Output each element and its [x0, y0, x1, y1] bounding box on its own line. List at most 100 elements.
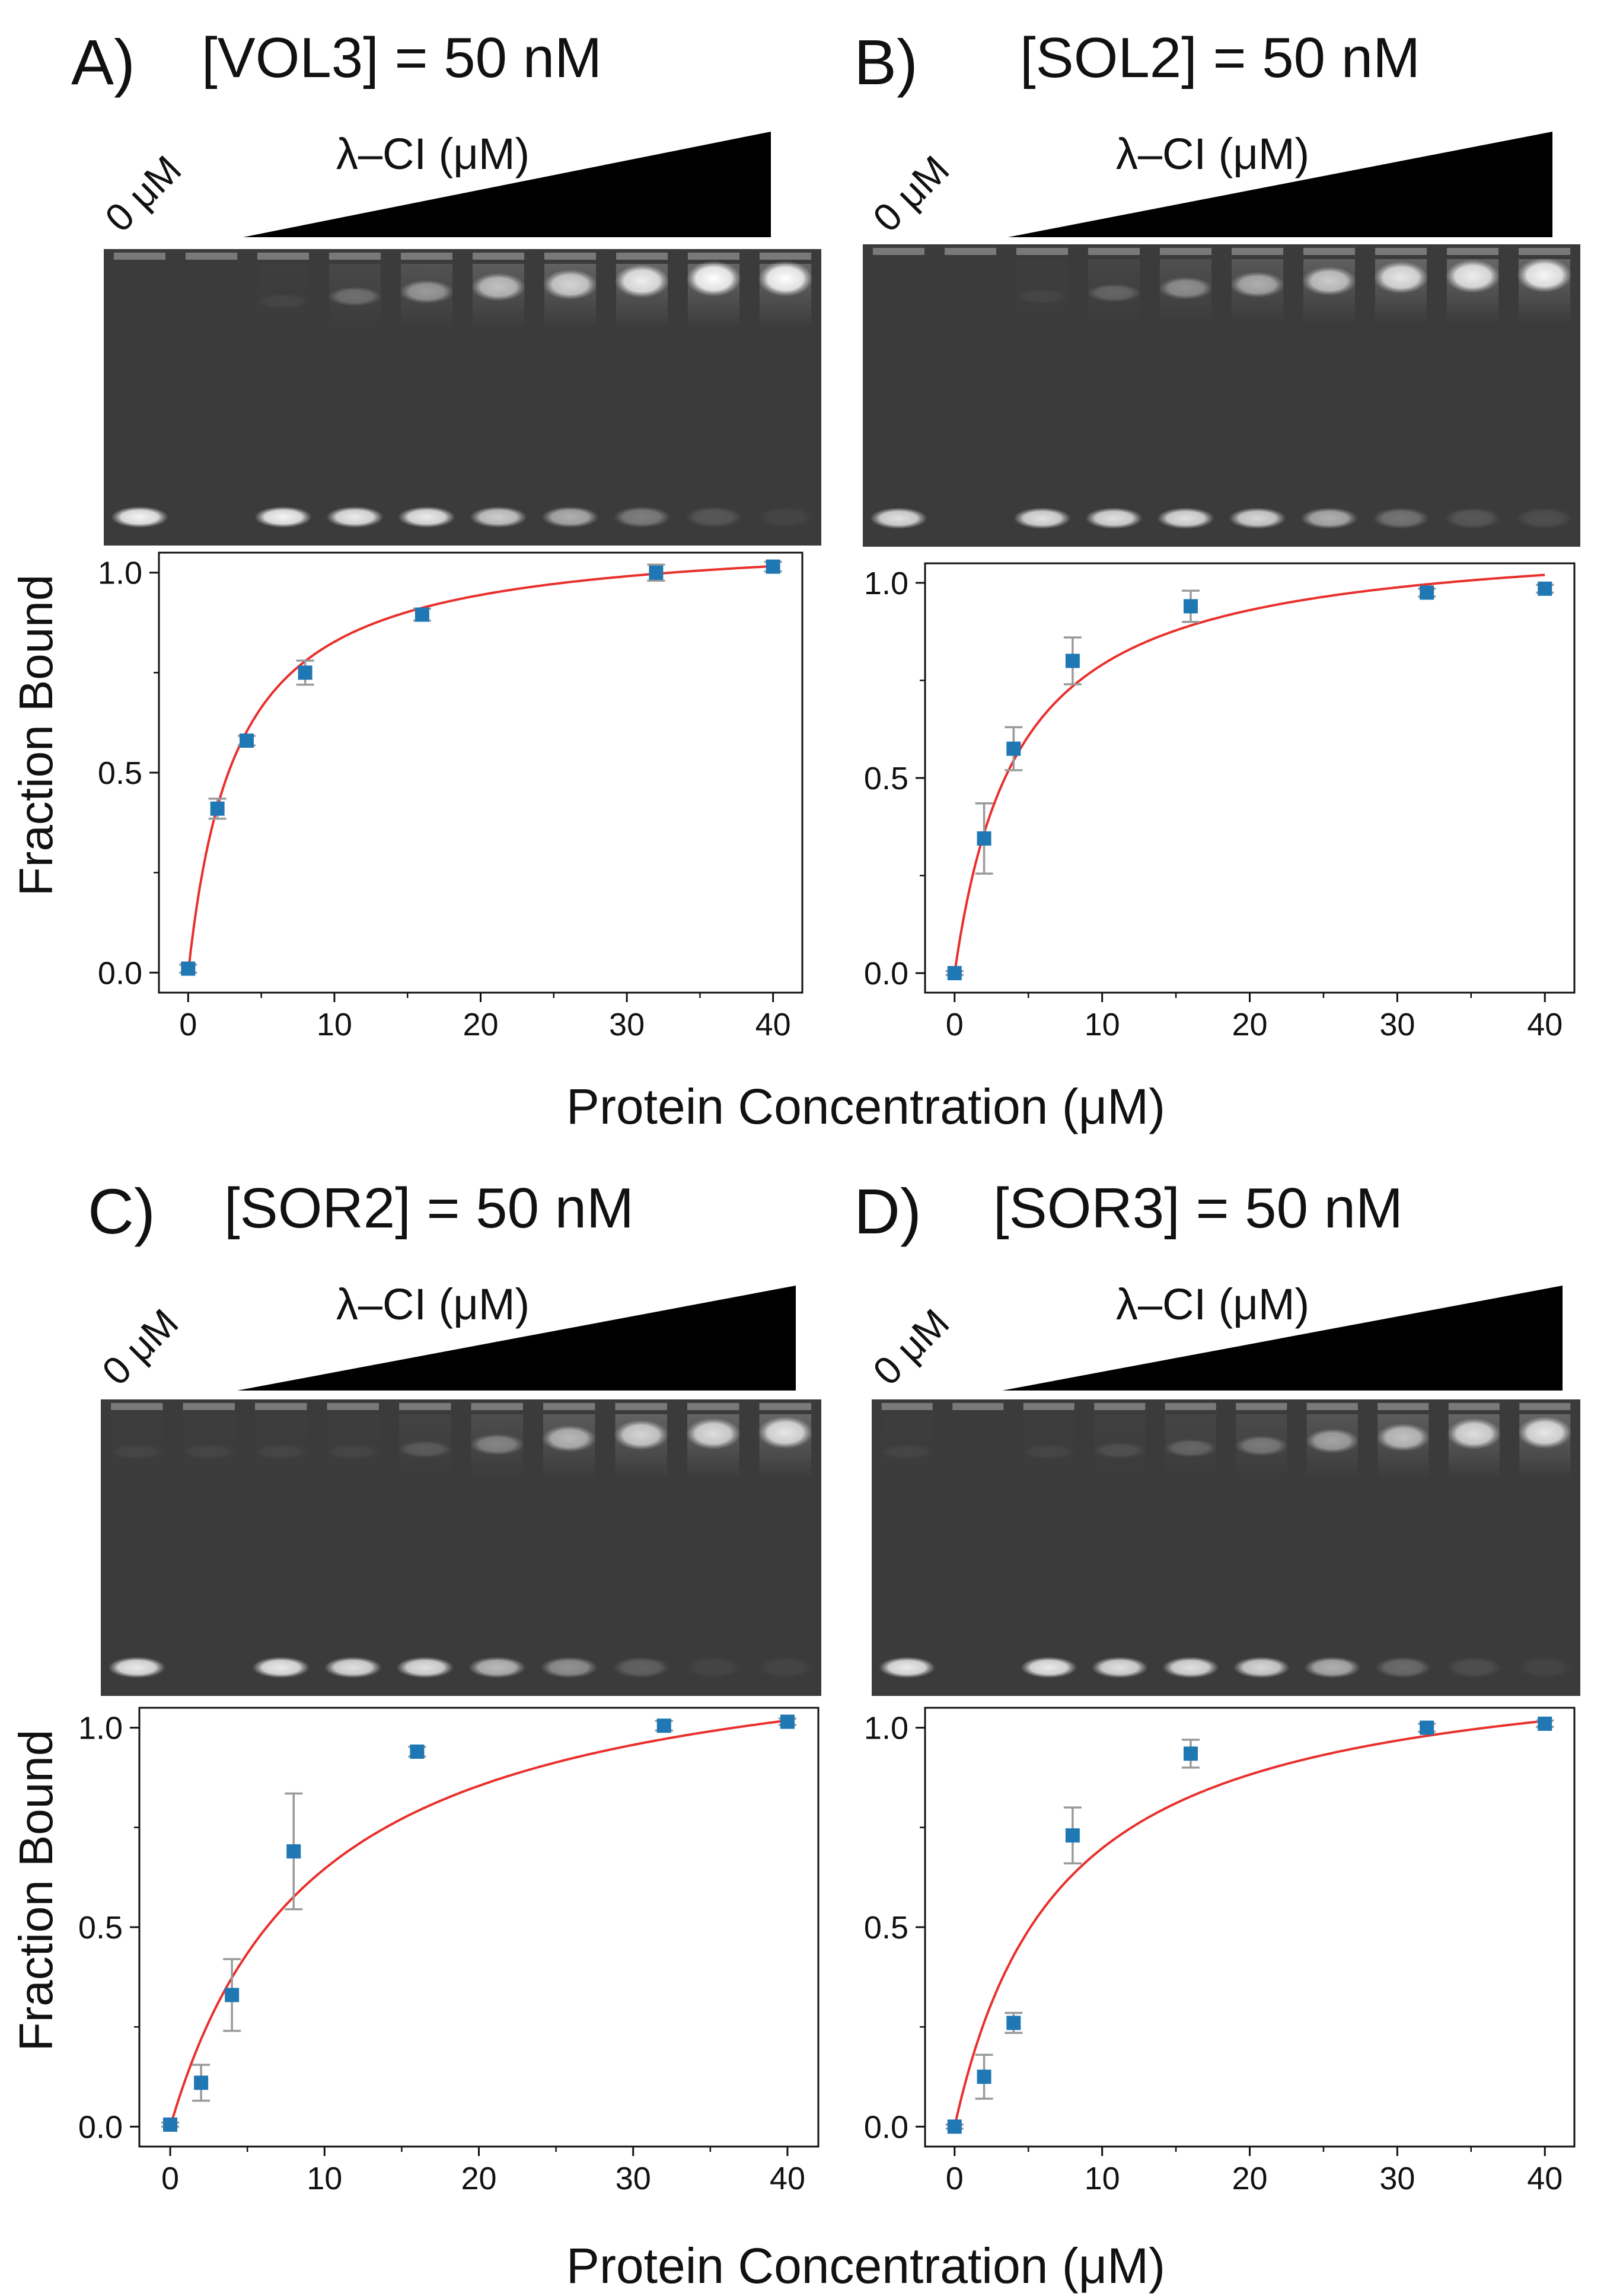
gel-bound-band: [1092, 1442, 1147, 1459]
gel-bound-band: [758, 261, 813, 296]
gel-free-band: [398, 506, 455, 528]
panel-c-letter: C): [88, 1175, 155, 1247]
data-point: [1065, 653, 1080, 668]
gel-well: [255, 1403, 307, 1410]
x-tick-label: 10: [1085, 1007, 1120, 1042]
x-tick-label: 30: [1379, 2161, 1415, 2196]
gel-bound-band: [614, 1420, 669, 1450]
gel-bound-band: [1373, 261, 1429, 294]
gel-bound-band: [397, 1440, 452, 1458]
gel-bound-band: [686, 261, 741, 296]
data-point: [1183, 599, 1198, 614]
data-point: [298, 665, 313, 680]
data-point: [286, 1844, 301, 1859]
gel-bound-band: [1305, 1428, 1360, 1453]
gel-bound-band: [1517, 257, 1572, 293]
x-tick-label: 30: [609, 1007, 645, 1042]
gel-zero-label: 0 μM: [865, 1300, 958, 1393]
plot-frame: [924, 1707, 1576, 2148]
gel-zero-label: 0 μM: [94, 1300, 187, 1393]
y-tick-label: 1.0: [98, 556, 142, 591]
panel-b-title: [SOL2] = 50 nM: [1020, 26, 1420, 90]
y-tick-label: 0.5: [98, 755, 142, 791]
gel-free-band: [108, 1657, 166, 1678]
data-point: [1183, 1746, 1198, 1761]
data-point: [1420, 585, 1434, 600]
gel-well: [759, 1403, 811, 1410]
gel-free-band: [1013, 508, 1071, 529]
gel-well: [329, 253, 381, 260]
y-tick-label: 0.0: [864, 2109, 908, 2145]
gel-well: [1231, 248, 1284, 255]
fit-curve: [169, 1719, 788, 2127]
data-point: [780, 1714, 795, 1729]
gel-well: [472, 253, 525, 260]
data-point: [1538, 581, 1552, 596]
y-axis-label-bottom: Fraction Bound: [9, 1730, 62, 2052]
y-tick-label: 1.0: [864, 1711, 908, 1746]
panel-b-letter: B): [854, 26, 918, 98]
gel-bound-band: [880, 1444, 935, 1459]
x-tick-label: 10: [307, 2161, 342, 2196]
gel-bound-band: [1234, 1435, 1289, 1456]
gel-free-band: [1516, 1657, 1574, 1678]
gel-well: [1518, 248, 1571, 255]
panel-c-title: [SOR2] = 50 nM: [224, 1176, 634, 1240]
gel-ramp-label: λ–CI (μM): [336, 129, 530, 178]
gel-free-band: [1375, 1657, 1432, 1678]
x-tick-label: 20: [1232, 1007, 1267, 1042]
gel-well: [1378, 1403, 1429, 1410]
gel-free-band: [396, 1657, 454, 1678]
x-tick-label: 30: [1379, 1007, 1415, 1042]
x-tick-label: 40: [770, 2161, 805, 2196]
gel-bound-band: [256, 294, 311, 309]
x-tick-label: 10: [1085, 2161, 1120, 2196]
panel-c: C) [SOR2] = 50 nM 0 μM λ–CI (μM) 0.0 0.5…: [78, 1175, 821, 2196]
data-point: [649, 565, 664, 580]
gel-bound-band: [1163, 1439, 1218, 1458]
gel-free-band: [613, 506, 671, 528]
gel-well: [952, 1403, 1004, 1410]
gel-well: [544, 253, 597, 260]
x-axis-label-top: Protein Concentration (μM): [566, 1079, 1165, 1134]
gel-well: [1094, 1403, 1146, 1410]
gel-well: [185, 253, 238, 260]
gel-well: [759, 253, 812, 260]
x-tick-label: 10: [317, 1007, 352, 1042]
gel-well: [1159, 248, 1212, 255]
gel-free-band: [684, 1657, 742, 1678]
data-point: [194, 2075, 209, 2090]
gel-free-band: [878, 1657, 936, 1678]
gel-well: [257, 253, 310, 260]
concentration-ramp: [1002, 1286, 1563, 1391]
gel-image: [863, 244, 1580, 547]
gel-well: [615, 1403, 667, 1410]
gel-well: [1236, 1403, 1287, 1410]
y-tick-label: 0.0: [98, 955, 142, 991]
data-point: [1538, 1716, 1552, 1731]
gel-bound-band: [253, 1444, 308, 1459]
data-point: [977, 831, 991, 846]
gel-bound-band: [1230, 272, 1285, 298]
gel-bound-band: [1015, 289, 1070, 304]
gel-free-band: [1229, 508, 1286, 529]
gel-free-band: [685, 506, 742, 528]
fit-curve: [953, 1720, 1545, 2127]
plot-frame: [158, 551, 804, 994]
y-tick-label: 0.5: [864, 1910, 908, 1946]
gel-well: [1303, 248, 1356, 255]
x-tick-label: 20: [463, 1007, 498, 1042]
gel-free-band: [1157, 508, 1214, 529]
gel-image: [104, 249, 821, 546]
gel-free-band: [468, 1657, 526, 1678]
data-point: [947, 2119, 962, 2134]
y-tick-label: 1.0: [78, 1711, 123, 1746]
gel-well: [183, 1403, 235, 1410]
gel-bound-band: [399, 279, 454, 304]
gel-zero-label: 0 μM: [97, 147, 190, 240]
y-tick-label: 0.5: [864, 761, 908, 796]
concentration-ramp: [243, 132, 771, 237]
gel-bound-band: [543, 269, 598, 300]
plot-frame: [138, 1707, 820, 2148]
gel-well: [687, 1403, 739, 1410]
